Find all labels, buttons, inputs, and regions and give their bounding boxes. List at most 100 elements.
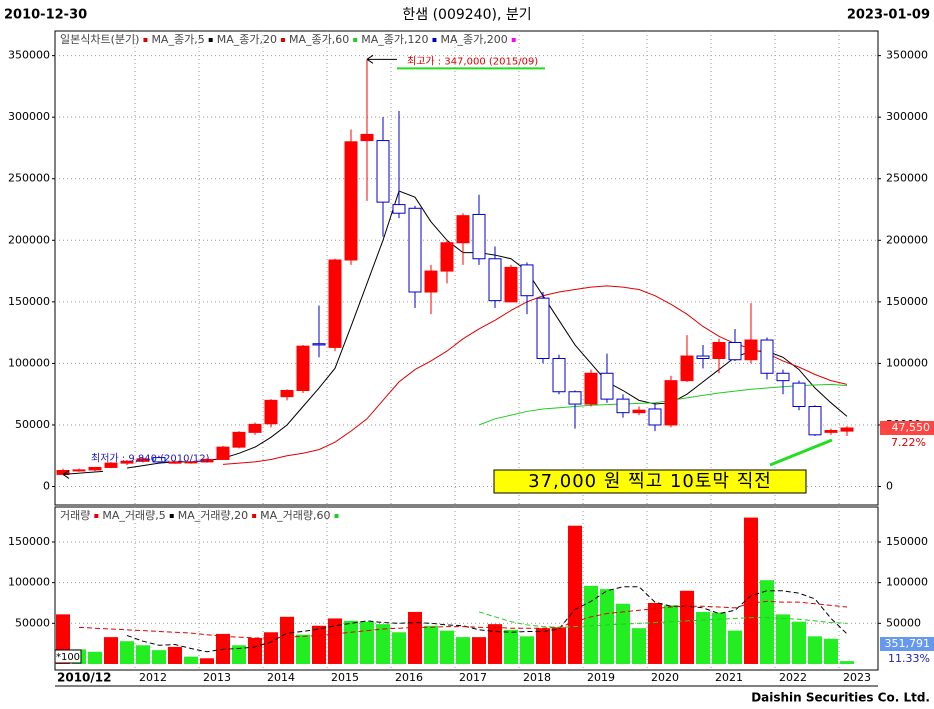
callout-arrow: [769, 438, 833, 467]
volume-bar: [456, 637, 470, 664]
y2-tick-label: 100000: [886, 576, 928, 589]
volume-bar: [440, 630, 454, 664]
y-tick-label: 350000: [8, 49, 50, 62]
y2-tick-label: 200000: [886, 233, 928, 246]
volume-change: 11.33%: [888, 652, 930, 665]
candle-body: [216, 446, 230, 460]
volume-bar: [536, 628, 550, 664]
legend-swatch: [252, 514, 257, 518]
candle-body: [824, 430, 838, 433]
candle-body: [616, 398, 630, 414]
start-date: 2010-12-30: [4, 8, 87, 23]
candle-body: [744, 339, 758, 361]
candle-body: [552, 357, 566, 393]
volume-bar: [344, 620, 358, 664]
x-tick-label: 2021: [715, 671, 743, 684]
y2-tick-label: 150000: [886, 295, 928, 308]
volume-bar: [824, 638, 838, 664]
volume-bar: [200, 658, 214, 664]
y-tick-label: 0: [43, 480, 50, 493]
candle-body: [520, 264, 534, 297]
volume-bar: [664, 605, 678, 664]
candle-body: [120, 460, 134, 464]
candle-body: [408, 207, 422, 293]
candle-body: [776, 372, 790, 382]
ma-line: [478, 611, 848, 628]
y-tick-label: 200000: [8, 233, 50, 246]
candle-body: [664, 380, 678, 426]
legend-swatch: [432, 38, 437, 42]
legend-entry: MA_종가,20: [217, 33, 277, 46]
candle-body: [472, 213, 486, 260]
volume-bar: [424, 625, 438, 664]
y-tick-label: 300000: [8, 110, 50, 123]
x-tick-label: 2015: [331, 671, 359, 684]
candle-body: [536, 297, 550, 359]
ma-line: [78, 600, 848, 639]
volume-bar: [760, 580, 774, 664]
volume-bar: [584, 585, 598, 664]
candle-body: [184, 461, 198, 464]
candle-body: [840, 427, 854, 432]
volume-bar: [136, 645, 150, 664]
last-price: 47,550: [892, 421, 931, 434]
volume-bar: [712, 612, 726, 664]
candle-body: [568, 391, 582, 405]
candle-body: [696, 355, 710, 359]
volume-bar: [392, 632, 406, 664]
last-volume: 351,791: [885, 637, 931, 650]
candle-body: [648, 408, 662, 426]
candle-body: [72, 469, 86, 472]
candle-body: [168, 461, 182, 464]
volume-bar: [728, 630, 742, 664]
y2-tick-label: 150000: [886, 535, 928, 548]
volume-bar: [312, 625, 326, 664]
volume-bar: [648, 602, 662, 664]
x-tick-label: 2010/12: [57, 671, 111, 685]
candle-body: [424, 270, 438, 293]
candle-body: [728, 341, 742, 361]
volume-bar: [152, 650, 166, 664]
volume-bar: [280, 616, 294, 664]
volume-bar: [248, 637, 262, 664]
volume-bar: [168, 646, 182, 664]
volume-panel: [54, 506, 879, 671]
y2-tick-label: 100000: [886, 356, 928, 369]
candle-body: [488, 258, 502, 302]
y-tick-label: 150000: [8, 295, 50, 308]
volume-bar: [264, 632, 278, 664]
last-price-box: [880, 420, 934, 435]
y-tick-label: 100000: [8, 576, 50, 589]
candle-body: [440, 242, 454, 272]
x-tick-label: 2017: [459, 671, 487, 684]
volume-bar: [184, 656, 198, 664]
volume-bar: [232, 645, 246, 664]
y-tick-label: 250000: [8, 172, 50, 185]
ma-line: [478, 383, 848, 426]
volume-bar: [296, 634, 310, 664]
volume-bar: [840, 661, 854, 664]
plot-layer: 0 0 50000 50000 100000 100000 150000 150000 2000…: [8, 31, 934, 685]
ma-line: [222, 285, 848, 465]
unit-box: [54, 649, 82, 664]
volume-bar: [680, 590, 694, 664]
legend-entry: MA_거래량,60: [260, 509, 330, 522]
candle-body: [584, 372, 598, 405]
volume-bar: [376, 624, 390, 664]
legend-entry: MA_종가,5: [151, 33, 204, 46]
volume-bar: [808, 636, 822, 664]
candle-body: [200, 458, 214, 463]
y-tick-label: 50000: [15, 616, 50, 629]
y-tick-label: 150000: [8, 535, 50, 548]
volume-bar: [616, 603, 630, 664]
y2-tick-label: 350000: [886, 49, 928, 62]
volume-bar: [600, 589, 614, 664]
volume-bar: [744, 517, 758, 664]
ma-line: [126, 190, 848, 469]
legend-entry: MA_거래량,20: [178, 509, 248, 522]
x-tick-label: 2022: [779, 671, 807, 684]
candle-body: [280, 390, 294, 398]
x-tick-label: 2020: [651, 671, 679, 684]
